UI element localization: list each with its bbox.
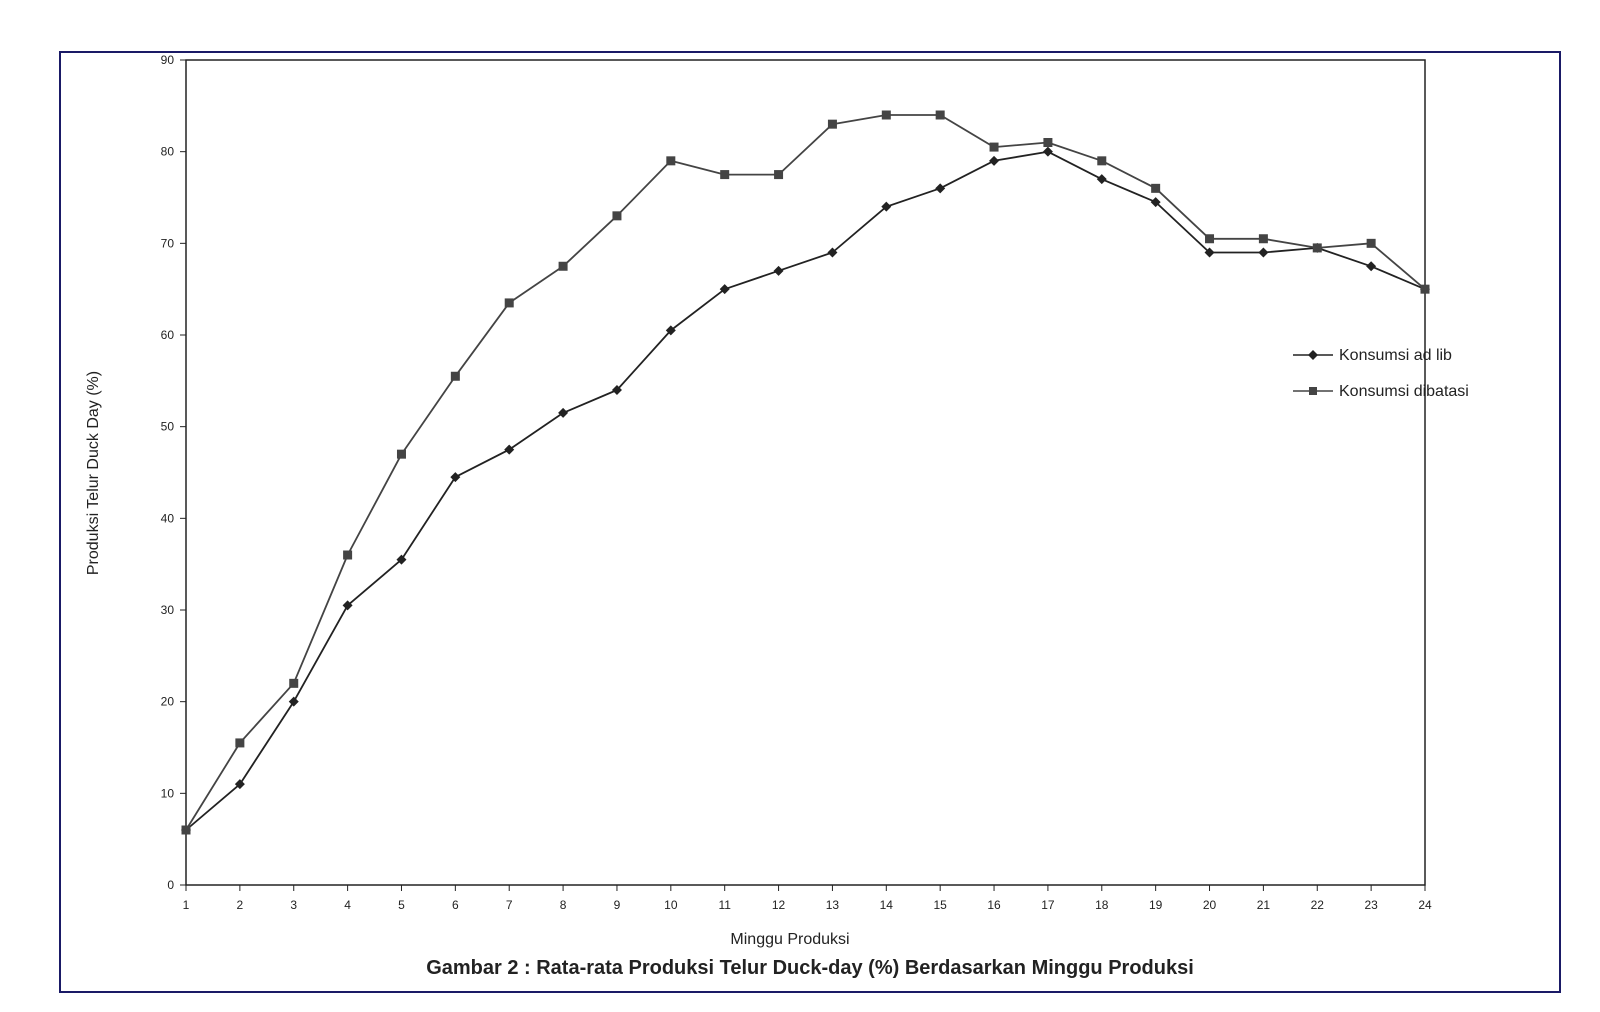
x-tick-label: 12: [772, 898, 786, 912]
x-tick-label: 8: [560, 898, 567, 912]
y-tick-label: 50: [161, 420, 175, 434]
data-point: [665, 325, 676, 336]
series-layer: [181, 110, 1430, 835]
data-point: [235, 738, 245, 748]
data-point: [666, 156, 676, 166]
y-tick-label: 20: [161, 695, 175, 709]
y-axis-ticks: 0 10 20 30 40 50 60 70 80 90: [161, 53, 186, 892]
data-point: [881, 201, 892, 212]
data-point: [989, 155, 1000, 166]
x-tick-label: 10: [664, 898, 678, 912]
x-tick-label: 9: [614, 898, 621, 912]
x-tick-label: 20: [1203, 898, 1217, 912]
y-tick-label: 0: [167, 878, 174, 892]
data-point: [234, 779, 245, 790]
data-point: [558, 261, 568, 271]
x-tick-label: 21: [1257, 898, 1271, 912]
y-tick-label: 10: [161, 786, 175, 800]
x-axis-ticks: 1 2 3 4 5 6 7 8 9 10 11 12 13 14 15 16 17 18 19 20 21 22 23 24: [183, 885, 1432, 912]
data-point: [1042, 146, 1053, 157]
data-point: [558, 407, 569, 418]
x-tick-label: 23: [1364, 898, 1378, 912]
x-axis-label: Minggu Produksi: [730, 931, 849, 948]
x-tick-label: 19: [1149, 898, 1163, 912]
x-tick-label: 16: [987, 898, 1001, 912]
data-point: [1366, 261, 1377, 272]
data-point: [1205, 234, 1215, 244]
x-tick-label: 17: [1041, 898, 1055, 912]
data-point: [181, 825, 191, 835]
x-tick-label: 11: [718, 898, 731, 912]
y-tick-label: 40: [161, 511, 175, 525]
data-point: [827, 247, 838, 258]
data-point: [1097, 156, 1107, 166]
data-point: [774, 170, 784, 180]
data-point: [1420, 284, 1430, 294]
legend-marker-series-2: [1309, 387, 1317, 395]
data-point: [504, 444, 515, 455]
data-point: [396, 449, 406, 459]
series-2: [181, 110, 1430, 835]
data-point: [1043, 138, 1053, 147]
data-point: [1150, 197, 1161, 208]
legend-label-series-2: Konsumsi dibatasi: [1339, 383, 1469, 400]
x-tick-label: 13: [826, 898, 840, 912]
data-point: [719, 284, 730, 295]
x-tick-label: 3: [290, 898, 297, 912]
data-point: [288, 696, 299, 707]
x-tick-label: 15: [933, 898, 947, 912]
data-point: [1204, 247, 1215, 258]
data-point: [989, 142, 999, 152]
x-tick-label: 18: [1095, 898, 1109, 912]
y-tick-label: 60: [161, 328, 175, 342]
x-tick-label: 7: [506, 898, 513, 912]
data-point: [289, 678, 299, 688]
x-tick-label: 24: [1418, 898, 1432, 912]
data-point: [342, 600, 353, 611]
x-tick-label: 5: [398, 898, 405, 912]
x-tick-label: 6: [452, 898, 459, 912]
data-point: [612, 211, 622, 221]
figure-frame: [59, 51, 1561, 993]
data-point: [343, 550, 353, 560]
series-1: [181, 146, 1430, 835]
y-tick-label: 30: [161, 603, 175, 617]
figure-caption: Gambar 2 : Rata-rata Produksi Telur Duck…: [426, 957, 1194, 979]
plot-area: [185, 59, 1426, 886]
x-tick-label: 4: [344, 898, 351, 912]
data-point: [1258, 234, 1268, 244]
x-tick-label: 22: [1311, 898, 1325, 912]
data-point: [396, 554, 407, 565]
x-tick-label: 2: [237, 898, 244, 912]
data-point: [450, 371, 460, 381]
data-point: [1151, 183, 1161, 193]
data-point: [450, 472, 461, 483]
data-point: [935, 183, 946, 194]
x-tick-label: 14: [880, 898, 894, 912]
data-point: [827, 119, 837, 129]
y-tick-label: 70: [161, 236, 175, 250]
legend-marker-series-1: [1308, 350, 1318, 360]
y-tick-label: 90: [161, 53, 175, 67]
x-tick-label: 1: [183, 898, 190, 912]
data-point: [611, 385, 622, 395]
data-point: [1096, 174, 1107, 185]
y-tick-label: 80: [161, 145, 175, 159]
data-point: [1366, 238, 1376, 248]
data-point: [773, 265, 784, 276]
data-point: [1258, 247, 1269, 258]
legend-label-series-1: Konsumsi ad lib: [1339, 347, 1452, 364]
data-point: [504, 298, 514, 308]
data-point: [935, 110, 945, 120]
series-line-1: [185, 150, 1426, 831]
series-line-2: [185, 114, 1426, 831]
legend: Konsumsi ad lib Konsumsi dibatasi: [1293, 347, 1469, 400]
y-axis-label: Produksi Telur Duck Day (%): [85, 371, 102, 575]
data-point: [720, 170, 730, 180]
data-point: [881, 110, 891, 120]
data-point: [1312, 243, 1322, 253]
